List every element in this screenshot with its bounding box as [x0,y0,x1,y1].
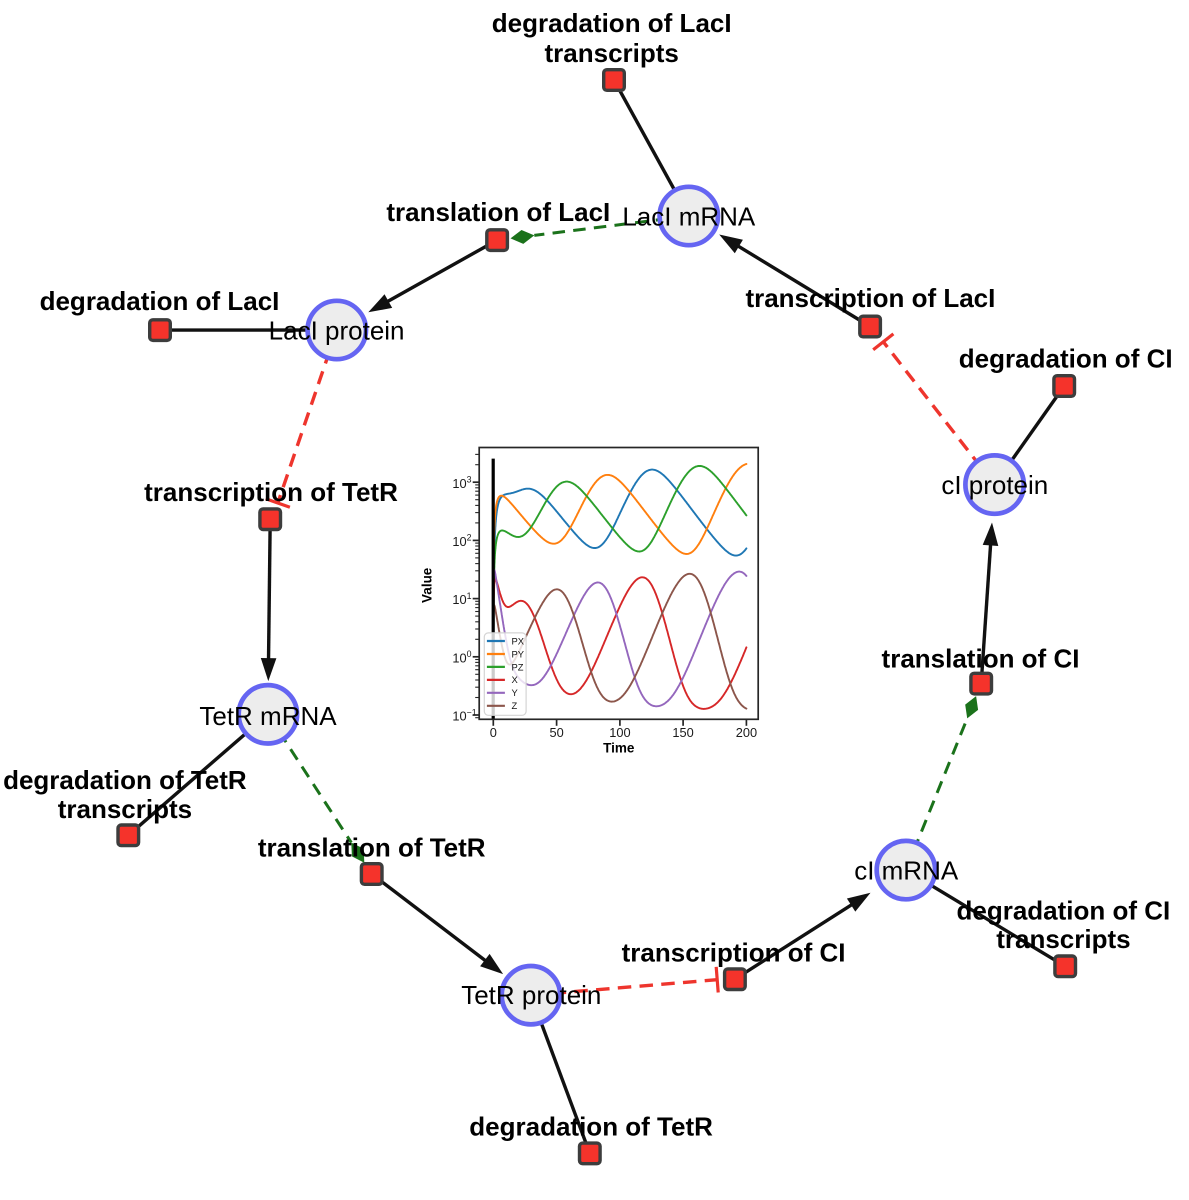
svg-text:10: 10 [452,709,466,724]
svg-text:200: 200 [736,725,757,740]
svg-text:2: 2 [467,533,472,543]
svg-text:transcription of CI: transcription of CI [622,938,846,968]
svg-text:PZ: PZ [512,661,524,672]
svg-text:3: 3 [467,475,472,485]
svg-text:degradation of TetR: degradation of TetR [3,765,247,795]
svg-text:transcription of TetR: transcription of TetR [144,477,398,507]
svg-text:degradation of TetR: degradation of TetR [469,1111,713,1141]
svg-text:10: 10 [452,650,466,665]
svg-text:TetR protein: TetR protein [461,980,601,1010]
svg-text:cI protein: cI protein [941,470,1048,500]
svg-text:Value: Value [420,567,435,603]
svg-text:transcripts: transcripts [545,38,679,68]
svg-text:−1: −1 [467,707,477,717]
svg-text:transcription of LacI: transcription of LacI [745,283,995,313]
svg-text:LacI mRNA: LacI mRNA [622,201,756,231]
svg-text:10: 10 [452,534,466,549]
svg-text:TetR mRNA: TetR mRNA [199,701,337,731]
svg-text:degradation of LacI: degradation of LacI [492,8,732,38]
svg-text:X: X [512,674,519,685]
svg-text:translation of LacI: translation of LacI [386,197,610,227]
svg-text:0: 0 [467,649,472,659]
svg-text:Z: Z [512,700,518,711]
svg-text:10: 10 [452,592,466,607]
svg-text:cI mRNA: cI mRNA [854,855,959,885]
svg-text:transcripts: transcripts [996,924,1130,954]
svg-text:LacI protein: LacI protein [269,315,405,345]
svg-text:degradation of CI: degradation of CI [957,896,1171,926]
svg-text:10: 10 [452,476,466,491]
svg-text:PY: PY [512,648,525,659]
svg-text:PX: PX [512,635,525,646]
svg-text:degradation of LacI: degradation of LacI [40,286,280,316]
svg-text:50: 50 [549,725,563,740]
svg-text:degradation of CI: degradation of CI [959,344,1173,374]
svg-text:translation of TetR: translation of TetR [258,832,486,862]
svg-text:transcripts: transcripts [58,794,192,824]
svg-text:translation of CI: translation of CI [882,644,1080,674]
svg-text:Time: Time [603,741,635,756]
svg-text:1: 1 [467,591,472,601]
svg-text:0: 0 [490,725,497,740]
svg-text:Y: Y [512,687,519,698]
svg-text:150: 150 [672,725,693,740]
svg-text:100: 100 [609,725,630,740]
